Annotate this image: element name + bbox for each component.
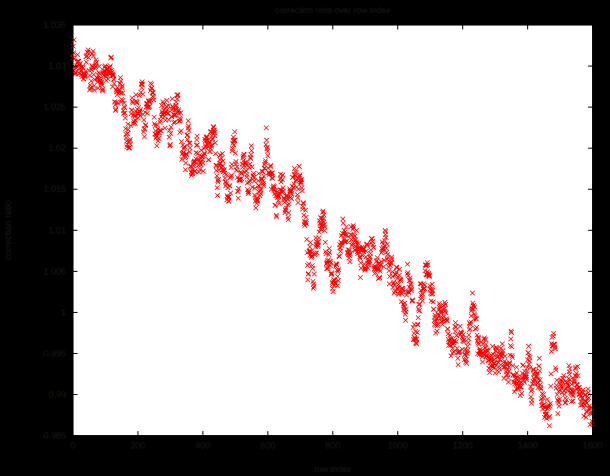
svg-text:1.01: 1.01 <box>48 225 66 235</box>
svg-text:correction ratio over row inde: correction ratio over row index <box>275 5 391 15</box>
svg-text:1.03: 1.03 <box>48 61 66 71</box>
svg-text:1200: 1200 <box>453 441 473 451</box>
svg-text:400: 400 <box>195 441 210 451</box>
svg-text:1.025: 1.025 <box>43 102 66 112</box>
svg-text:0.985: 0.985 <box>43 431 66 441</box>
svg-text:1: 1 <box>61 307 66 317</box>
svg-text:200: 200 <box>130 441 145 451</box>
svg-text:1600: 1600 <box>583 441 603 451</box>
svg-text:1.015: 1.015 <box>43 184 66 194</box>
svg-text:1.005: 1.005 <box>43 266 66 276</box>
svg-text:correction ratio: correction ratio <box>3 201 13 261</box>
svg-text:1.035: 1.035 <box>43 20 66 30</box>
svg-text:800: 800 <box>325 441 340 451</box>
svg-text:0: 0 <box>70 441 75 451</box>
svg-text:1400: 1400 <box>518 441 538 451</box>
svg-text:600: 600 <box>260 441 275 451</box>
svg-text:0.99: 0.99 <box>48 390 66 400</box>
svg-text:row index: row index <box>314 464 351 474</box>
svg-text:1000: 1000 <box>388 441 408 451</box>
svg-text:0.995: 0.995 <box>43 348 66 358</box>
svg-text:1.02: 1.02 <box>48 143 66 153</box>
